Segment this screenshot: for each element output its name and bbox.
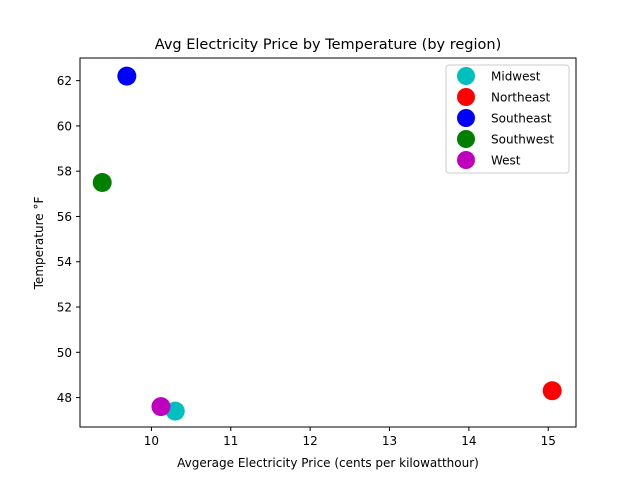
y-tick-label: 62 bbox=[57, 74, 72, 88]
x-tick-label: 15 bbox=[541, 434, 556, 448]
y-tick-label: 52 bbox=[57, 301, 72, 315]
chart-title: Avg Electricity Price by Temperature (by… bbox=[155, 37, 502, 53]
legend-marker-midwest bbox=[457, 67, 475, 85]
y-tick-label: 48 bbox=[57, 391, 72, 405]
legend-marker-southwest bbox=[457, 130, 475, 148]
legend-label-northeast: Northeast bbox=[491, 91, 551, 105]
x-tick-label: 11 bbox=[223, 434, 238, 448]
data-point-southeast bbox=[117, 66, 137, 86]
plot-frame bbox=[79, 57, 577, 428]
legend-label-southeast: Southeast bbox=[491, 112, 552, 126]
legend-box bbox=[445, 64, 570, 174]
x-axis-ticks: 10 11 12 13 14 15 bbox=[144, 427, 556, 448]
data-points bbox=[92, 66, 562, 421]
data-point-west bbox=[151, 397, 171, 417]
y-tick-label: 60 bbox=[57, 119, 72, 133]
x-axis-label: Avgerage Electricity Price (cents per ki… bbox=[177, 456, 479, 470]
legend-label-west: West bbox=[491, 154, 521, 168]
data-point-northeast bbox=[542, 381, 562, 401]
x-tick-label: 12 bbox=[303, 434, 318, 448]
legend: Midwest Northeast Southeast Southwest West bbox=[445, 64, 570, 174]
y-tick-label: 58 bbox=[57, 165, 72, 179]
y-axis-ticks: 48 50 52 54 56 58 60 62 bbox=[57, 74, 80, 405]
data-point-midwest bbox=[165, 401, 185, 421]
data-point-southwest bbox=[92, 173, 112, 193]
y-tick-label: 56 bbox=[57, 210, 72, 224]
plot-area bbox=[79, 57, 577, 428]
y-tick-label: 50 bbox=[57, 346, 72, 360]
x-tick-label: 10 bbox=[144, 434, 159, 448]
x-tick-label: 14 bbox=[461, 434, 476, 448]
x-tick-label: 13 bbox=[382, 434, 397, 448]
legend-label-midwest: Midwest bbox=[491, 70, 541, 84]
y-tick-label: 54 bbox=[57, 255, 72, 269]
legend-label-southwest: Southwest bbox=[491, 133, 554, 147]
legend-marker-west bbox=[457, 151, 475, 169]
legend-marker-southeast bbox=[457, 109, 475, 127]
legend-marker-northeast bbox=[457, 88, 475, 106]
y-axis-label: Temperature °F bbox=[32, 197, 46, 291]
